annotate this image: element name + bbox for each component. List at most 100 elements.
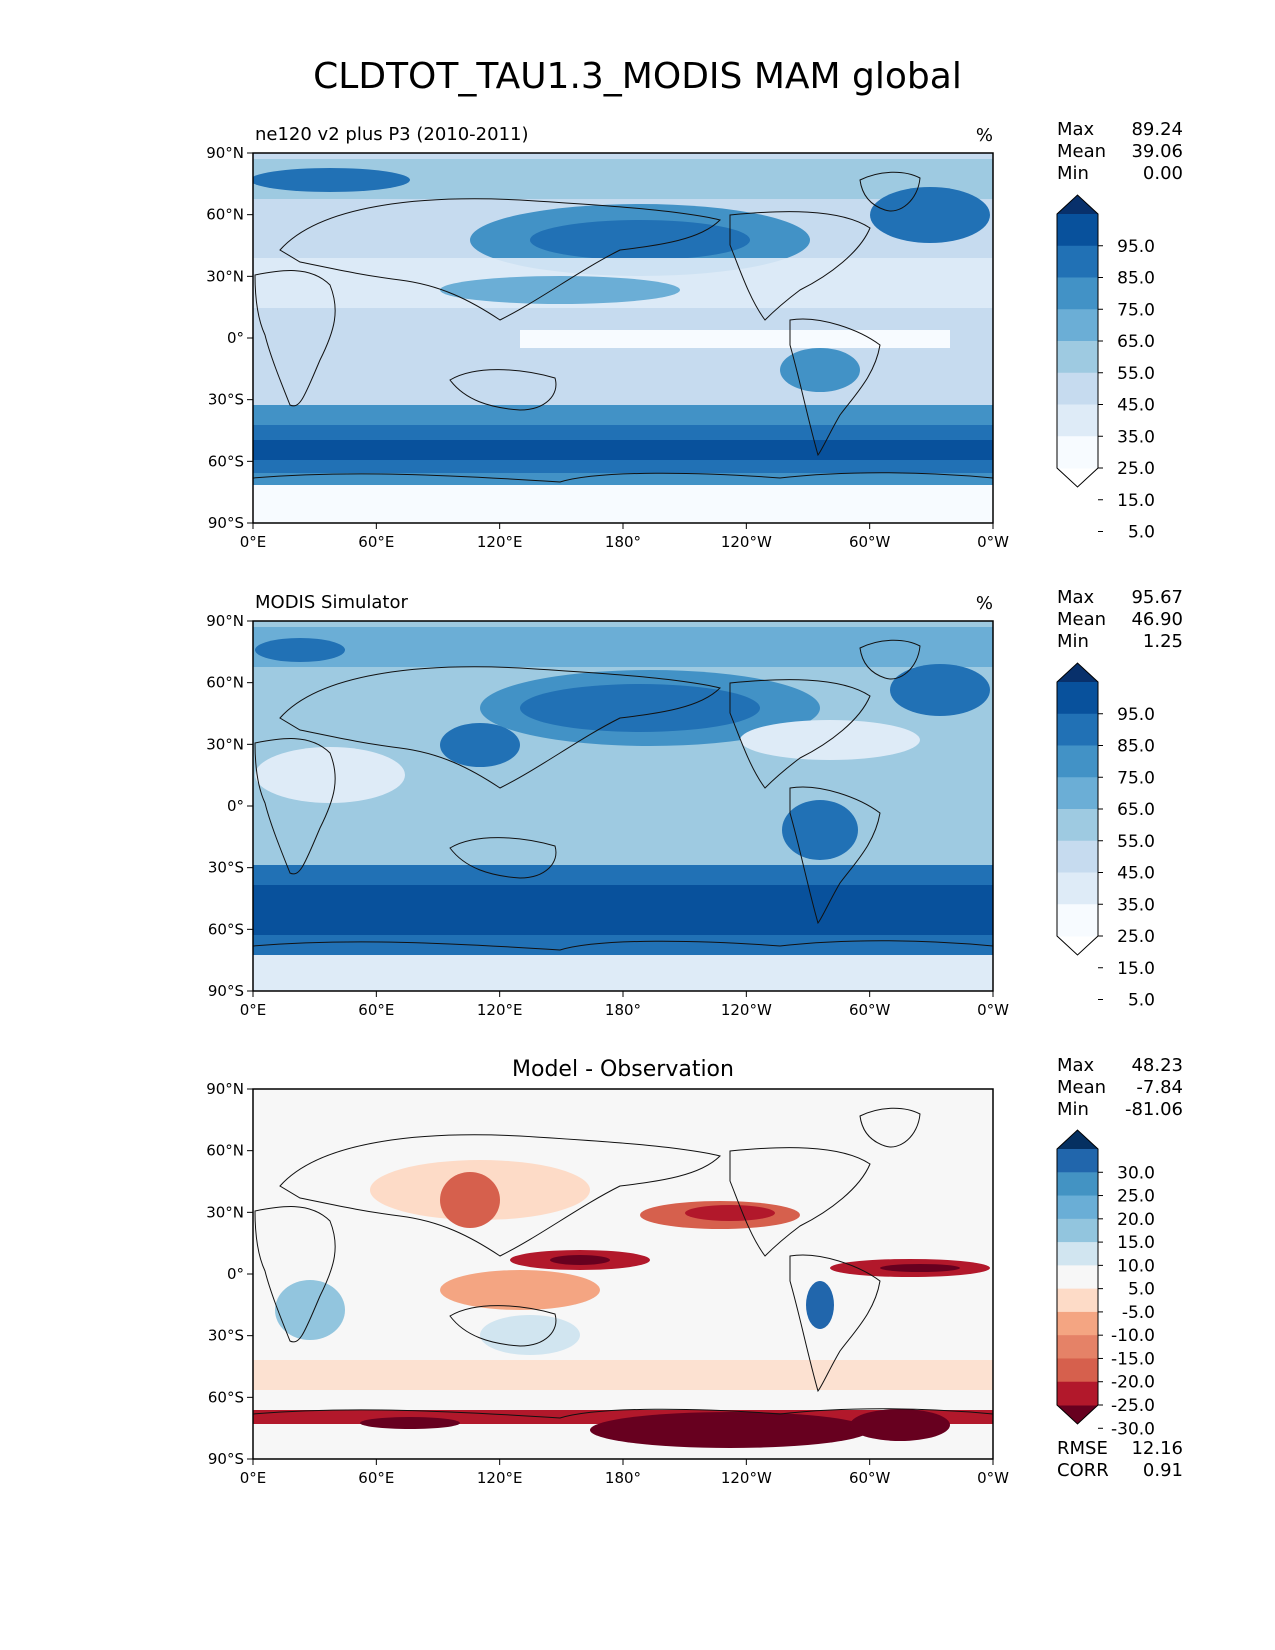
coastlines	[253, 639, 993, 951]
lon-tick-label: 120°W	[721, 533, 772, 551]
blob-amazon	[782, 800, 858, 860]
colorbar-segment	[1057, 1195, 1098, 1220]
colorbar-tick-label: 95.0	[1117, 237, 1155, 257]
lon-tick-label: 120°W	[721, 1469, 772, 1487]
colorbar-tick-label: -10.0	[1111, 1326, 1155, 1346]
lon-tick-label: 0°E	[240, 533, 267, 551]
lat-tick-label: 30°S	[208, 859, 244, 877]
colorbar-extend-max	[1057, 195, 1098, 214]
colorbar-segment	[1057, 745, 1098, 778]
colorbar-extend-min	[1057, 936, 1098, 955]
colorbar-tick-label: 55.0	[1117, 364, 1155, 384]
panel-title-right: %	[976, 125, 993, 146]
lon-tick-label: 60°E	[358, 1469, 394, 1487]
colorbar-tick-label: 65.0	[1117, 800, 1155, 820]
lat-axis: 90°N 60°N 30°N 0° 30°S 60°S 90°S	[206, 144, 253, 532]
stat-value-mean: 46.90	[1131, 609, 1183, 630]
colorbar-tick-label: 85.0	[1117, 269, 1155, 289]
colorbar-segment	[1057, 1265, 1098, 1290]
blob-tibet-neg	[440, 1172, 500, 1228]
colorbar-segment	[1057, 341, 1098, 374]
stat-value-max: 89.24	[1131, 119, 1183, 140]
colorbar-segment	[1057, 436, 1098, 469]
lat-tick-label: 60°S	[208, 920, 244, 938]
colorbar-segment	[1057, 1335, 1098, 1359]
lat-tick-label: 30°N	[206, 1203, 244, 1221]
blob-n-pacific-core	[530, 220, 750, 260]
colorbar-segment	[1057, 1172, 1098, 1197]
colorbar-segment	[1057, 309, 1098, 342]
blob-atlantic-peak	[880, 1264, 960, 1272]
lon-tick-label: 0°W	[977, 533, 1009, 551]
colorbar-tick-label: 30.0	[1117, 1163, 1155, 1183]
lat-axis: 90°N 60°N 30°N 0° 30°S 60°S 90°S	[206, 612, 253, 1000]
band-antarctica	[253, 955, 993, 991]
colorbar-tick-label: 45.0	[1117, 864, 1155, 884]
lat-tick-label: 30°N	[206, 267, 244, 285]
colorbar-tick-label: -30.0	[1111, 1419, 1155, 1439]
lon-axis: 0°E 60°E 120°E 180° 120°W 60°W 0°W	[240, 991, 1009, 1019]
lon-tick-label: 60°W	[849, 533, 891, 551]
colorbar-segment	[1057, 277, 1098, 310]
colorbar: 95.0 85.0 75.0 65.0 55.0 45.0 35.0 25.0 15.0 5.0	[1056, 662, 1155, 1011]
colorbar-segment	[1057, 1242, 1098, 1266]
colorbar: 95.0 85.0 75.0 65.0 55.0 45.0 35.0 25.0 15.0 5.0	[1056, 194, 1155, 543]
map-field	[253, 621, 993, 991]
colorbar-segment	[1057, 1381, 1098, 1406]
lat-tick-label: 90°N	[206, 612, 244, 630]
colorbar-segment	[1057, 1311, 1098, 1336]
lon-axis: 0°E 60°E 120°E 180° 120°W 60°W 0°W	[240, 1459, 1009, 1487]
band-southern-ocean-core	[253, 885, 993, 935]
colorbar-tick-label: -15.0	[1111, 1349, 1155, 1369]
lon-tick-label: 120°W	[721, 1001, 772, 1019]
stat-label-max: Max	[1057, 587, 1095, 608]
coastlines	[253, 1107, 993, 1419]
colorbar-tick-label: 35.0	[1117, 427, 1155, 447]
colorbar-tick-label: 55.0	[1117, 832, 1155, 852]
blob-greenland-sea	[890, 664, 990, 716]
colorbar-tick-label: 95.0	[1117, 705, 1155, 725]
blob-maritime-continent	[440, 723, 520, 767]
lon-tick-label: 180°	[605, 1001, 641, 1019]
band-southern-ocean-peak	[253, 440, 993, 460]
blob-ross-sea-peak	[590, 1412, 870, 1448]
colorbar-segment	[1057, 840, 1098, 873]
stat-value-min: -81.06	[1125, 1099, 1183, 1120]
lat-tick-label: 90°N	[206, 144, 244, 162]
stat-label-min: Min	[1057, 163, 1089, 184]
band-arctic	[253, 627, 993, 667]
lon-tick-label: 120°E	[477, 1469, 523, 1487]
colorbar-tick-label: 25.0	[1117, 459, 1155, 479]
colorbar-segment	[1057, 404, 1098, 437]
stat-label-max: Max	[1057, 1055, 1095, 1076]
colorbar-segment	[1057, 1149, 1098, 1173]
colorbar-tick-label: 15.0	[1117, 959, 1155, 979]
colorbar-tick-label: 65.0	[1117, 332, 1155, 352]
lat-tick-label: 0°	[227, 1265, 244, 1283]
lat-tick-label: 90°S	[208, 514, 244, 532]
lon-tick-label: 60°E	[358, 1001, 394, 1019]
lat-tick-label: 30°N	[206, 735, 244, 753]
lat-tick-label: 60°N	[206, 206, 244, 224]
colorbar-tick-label: 15.0	[1117, 1233, 1155, 1253]
colorbar-tick-label: 15.0	[1117, 491, 1155, 511]
panel-difference: Model - Observation	[206, 1055, 1183, 1487]
map-field	[253, 1089, 993, 1459]
colorbar-tick-label: 85.0	[1117, 737, 1155, 757]
blob-n-atlantic	[255, 638, 345, 662]
stat-label-min: Min	[1057, 1099, 1089, 1120]
stat-label-min: Min	[1057, 631, 1089, 652]
stat-value-min: 1.25	[1143, 631, 1183, 652]
colorbar-segment	[1057, 372, 1098, 405]
lon-tick-label: 60°W	[849, 1469, 891, 1487]
lon-tick-label: 120°E	[477, 533, 523, 551]
blob-greenland-sea	[870, 187, 990, 243]
panel-reference: MODIS Simulator %	[206, 587, 1183, 1019]
error-stats-block: RMSE CORR 12.16 0.91	[1057, 1438, 1183, 1481]
panel-title-left: MODIS Simulator	[255, 592, 408, 613]
stat-label-mean: Mean	[1057, 1077, 1106, 1098]
colorbar-tick-label: 25.0	[1117, 927, 1155, 947]
colorbar-segment	[1057, 1358, 1098, 1383]
stat-label-rmse: RMSE	[1057, 1438, 1108, 1459]
